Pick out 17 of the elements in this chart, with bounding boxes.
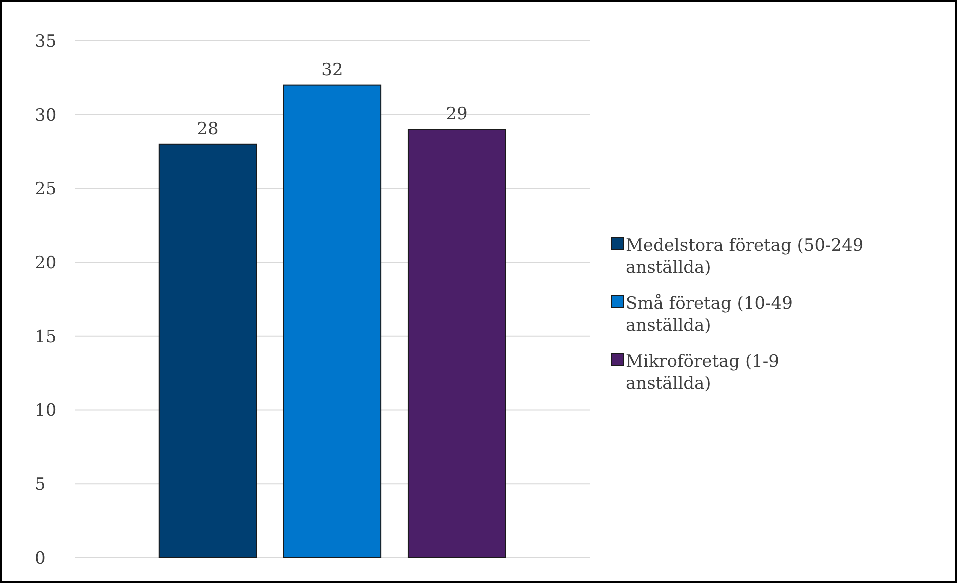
bar [283,84,382,558]
y-tick-label: 20 [35,254,57,274]
y-tick-label: 10 [35,401,57,422]
y-tick-label: 5 [35,475,46,496]
legend-label: Små företag (10-49 anställda) [626,294,793,336]
legend-label: Medelstora företag (50-249 anställda) [626,236,864,278]
y-tick-label: 25 [35,180,57,200]
data-label: 28 [197,119,219,140]
bar [408,129,506,558]
legend-label: Mikroföretag (1-9 anställda) [626,352,780,394]
y-tick-label: 35 [35,32,57,52]
data-label: 32 [322,60,344,80]
bar [158,144,258,558]
y-tick-label: 15 [35,327,57,348]
data-label: 29 [446,104,468,125]
y-tick-label: 0 [35,548,46,569]
y-tick-label: 30 [35,106,57,126]
